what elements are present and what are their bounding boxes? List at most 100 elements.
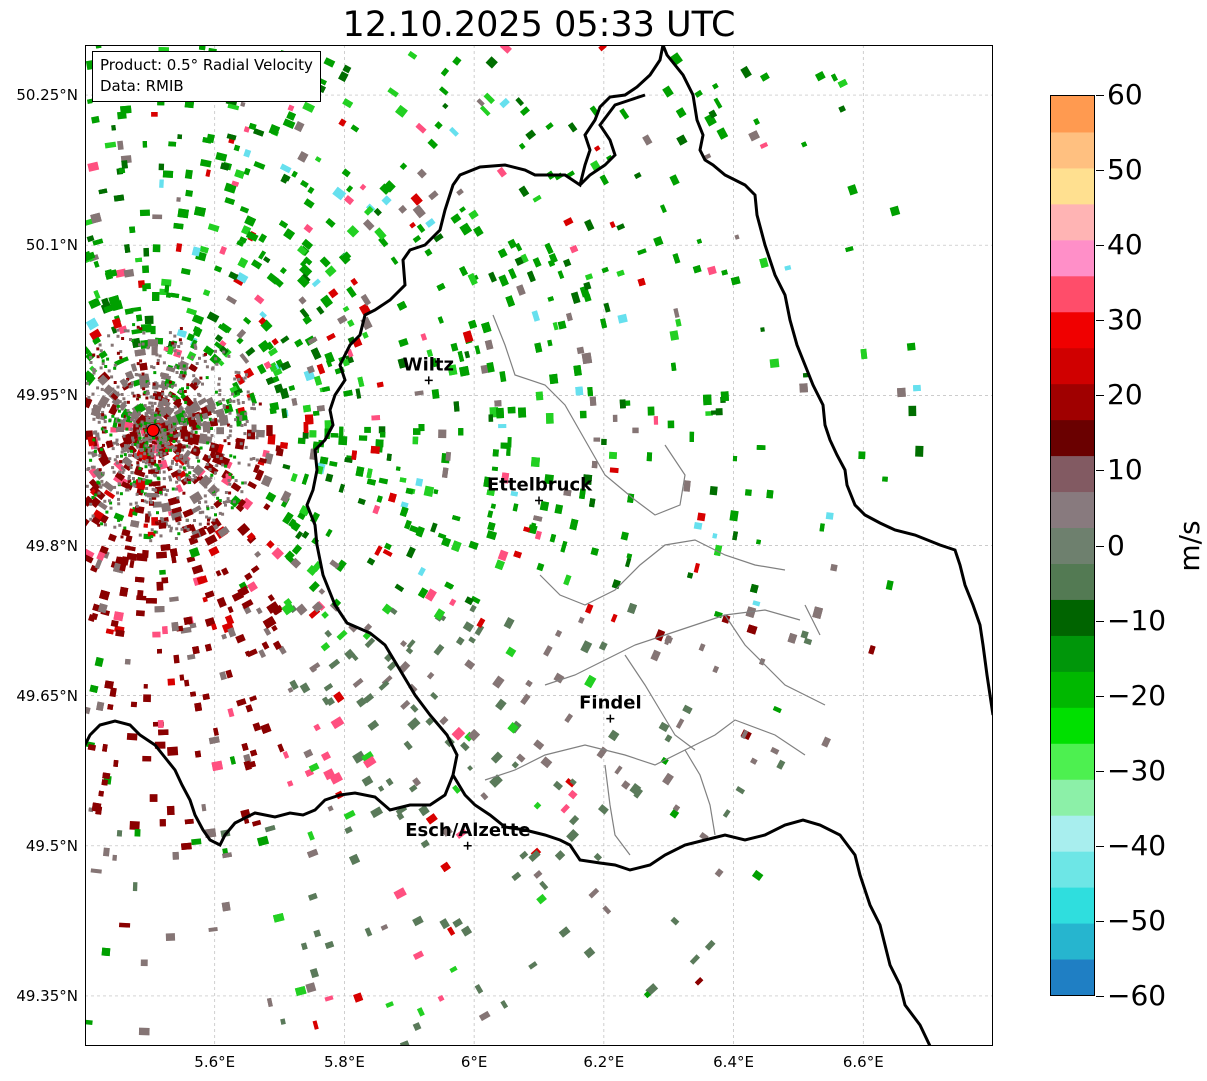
velocity-gate bbox=[258, 649, 267, 659]
velocity-gate bbox=[445, 581, 454, 589]
velocity-gate bbox=[508, 268, 517, 280]
velocity-gate bbox=[97, 420, 101, 424]
velocity-gate bbox=[558, 926, 571, 938]
velocity-gate bbox=[624, 557, 632, 568]
velocity-gate bbox=[336, 629, 348, 641]
velocity-gate bbox=[566, 312, 573, 322]
velocity-gate bbox=[97, 603, 108, 614]
velocity-gate bbox=[456, 636, 465, 646]
velocity-gate bbox=[140, 499, 144, 503]
velocity-gate bbox=[145, 458, 149, 462]
velocity-gate bbox=[193, 519, 196, 522]
velocity-gate bbox=[161, 431, 165, 435]
radar-map[interactable]: Wiltz Ettelbruck Findel Esch/Alzette bbox=[85, 45, 993, 1046]
velocity-gate bbox=[751, 869, 764, 882]
velocity-gate bbox=[312, 410, 320, 416]
velocity-gate bbox=[350, 277, 359, 286]
longitude-label: 6.4°E bbox=[713, 1053, 754, 1071]
velocity-gate bbox=[158, 384, 162, 388]
velocity-gate bbox=[268, 361, 279, 373]
velocity-gate bbox=[144, 428, 148, 432]
velocity-gate bbox=[282, 118, 296, 130]
velocity-gate bbox=[100, 522, 104, 526]
velocity-gate bbox=[98, 350, 108, 359]
velocity-gate bbox=[519, 850, 529, 860]
velocity-gate bbox=[441, 467, 449, 479]
velocity-gate bbox=[186, 461, 190, 465]
velocity-gate bbox=[565, 778, 576, 788]
city-marker-icon bbox=[424, 376, 433, 385]
velocity-gate bbox=[616, 269, 625, 277]
velocity-gate bbox=[437, 316, 444, 324]
velocity-gate bbox=[89, 496, 101, 508]
velocity-gate bbox=[440, 861, 451, 873]
velocity-gate bbox=[142, 755, 152, 762]
velocity-gate bbox=[205, 515, 209, 519]
colorbar-tick bbox=[1096, 470, 1104, 472]
velocity-gate bbox=[165, 422, 169, 426]
velocity-gate bbox=[162, 435, 166, 439]
velocity-gate bbox=[188, 363, 197, 372]
velocity-gate bbox=[184, 169, 193, 180]
velocity-gate bbox=[221, 567, 229, 576]
velocity-gate bbox=[540, 756, 553, 769]
velocity-gate bbox=[165, 445, 169, 449]
velocity-gate bbox=[206, 525, 216, 535]
colorbar-segment bbox=[1051, 959, 1094, 995]
velocity-gate bbox=[241, 599, 254, 610]
velocity-gate bbox=[122, 449, 126, 453]
velocity-gate bbox=[119, 356, 123, 360]
velocity-gate bbox=[94, 446, 98, 450]
velocity-gate bbox=[325, 217, 336, 228]
velocity-gate bbox=[575, 386, 584, 396]
velocity-gate bbox=[333, 691, 345, 703]
velocity-gate bbox=[231, 180, 240, 187]
velocity-gate bbox=[664, 734, 673, 743]
velocity-gate bbox=[343, 195, 354, 205]
velocity-gate bbox=[92, 417, 96, 421]
velocity-gate bbox=[570, 291, 581, 304]
velocity-gate bbox=[342, 358, 350, 367]
velocity-gate bbox=[830, 73, 838, 82]
velocity-gate bbox=[287, 104, 295, 112]
velocity-gate bbox=[342, 64, 352, 74]
velocity-gate bbox=[490, 751, 503, 764]
velocity-gate bbox=[149, 444, 153, 448]
velocity-gate bbox=[191, 838, 202, 846]
velocity-gate bbox=[351, 450, 358, 460]
colorbar-segment bbox=[1051, 671, 1094, 708]
velocity-gate bbox=[230, 482, 242, 493]
velocity-gate bbox=[129, 226, 136, 234]
velocity-gate bbox=[236, 413, 240, 417]
velocity-gate bbox=[103, 454, 107, 458]
velocity-gate bbox=[110, 343, 114, 347]
velocity-gate bbox=[89, 361, 93, 364]
colorbar-segment bbox=[1051, 239, 1094, 277]
velocity-gate bbox=[179, 674, 185, 681]
velocity-gate bbox=[729, 510, 739, 522]
velocity-gate bbox=[90, 212, 102, 224]
velocity-gate bbox=[123, 418, 126, 422]
velocity-gate bbox=[386, 453, 392, 462]
velocity-gate bbox=[139, 454, 143, 458]
velocity-gate bbox=[423, 485, 435, 497]
velocity-gate bbox=[277, 743, 285, 753]
velocity-gate bbox=[142, 387, 146, 391]
velocity-gate bbox=[539, 880, 549, 891]
velocity-gate bbox=[467, 765, 473, 771]
velocity-gate bbox=[168, 331, 172, 335]
colorbar-segment bbox=[1051, 203, 1094, 241]
velocity-gate bbox=[159, 464, 163, 468]
velocity-gate bbox=[510, 490, 519, 497]
velocity-gate bbox=[203, 494, 207, 498]
velocity-gate bbox=[184, 436, 188, 440]
velocity-gate bbox=[258, 339, 271, 353]
velocity-gate bbox=[378, 785, 385, 792]
velocity-gate bbox=[405, 487, 414, 495]
velocity-gate bbox=[437, 994, 445, 1002]
velocity-gate bbox=[225, 669, 233, 679]
velocity-gate bbox=[266, 601, 280, 614]
velocity-gate bbox=[199, 439, 203, 443]
velocity-gate bbox=[186, 383, 190, 387]
velocity-gate bbox=[308, 762, 320, 773]
